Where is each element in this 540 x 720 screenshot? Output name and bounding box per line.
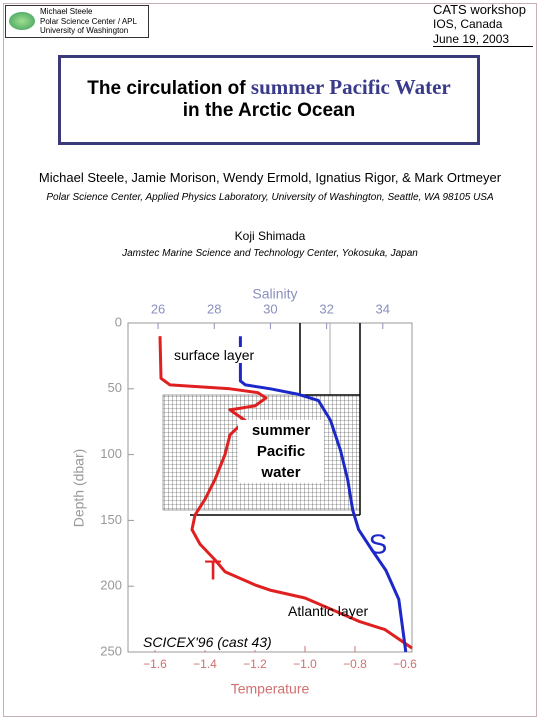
title-highlight: summer Pacific Water: [250, 75, 451, 99]
annotation: Atlantic layer: [288, 603, 369, 619]
logo-line: Michael Steele: [40, 7, 93, 16]
series-label: S: [369, 528, 388, 559]
event-line: CATS workshop: [433, 2, 526, 17]
title-line: The circulation of summer Pacific Water: [61, 76, 477, 100]
y-tick-label: 50: [108, 380, 122, 395]
event-line: June 19, 2003: [433, 32, 510, 46]
x2-tick-label: 32: [319, 301, 333, 316]
logo-line: Polar Science Center / APL: [40, 16, 137, 26]
logo-line: University of Washington: [40, 26, 129, 35]
x2-tick-label: 34: [376, 301, 390, 316]
y-tick-label: 200: [100, 578, 122, 593]
x-tick-label: −0.8: [343, 657, 367, 671]
affiliation: Jamstec Marine Science and Technology Ce…: [122, 248, 418, 259]
x2-tick-label: 30: [263, 301, 277, 316]
author: Koji Shimada: [234, 229, 306, 243]
profile-line: [238, 336, 408, 653]
x-tick-label: −1.0: [293, 657, 317, 671]
series-label: T: [204, 554, 221, 585]
title-text: The circulation of: [87, 78, 251, 99]
event-line: IOS, Canada: [433, 17, 503, 31]
y-tick-label: 0: [115, 314, 122, 329]
event-info: CATS workshop IOS, Canada June 19, 2003: [433, 2, 537, 47]
x-axis-title: Temperature: [231, 681, 310, 697]
profile-line: [158, 336, 413, 650]
logo-box: Michael Steele Polar Science Center / AP…: [5, 5, 149, 38]
annotation: SCICEX'96 (cast 43): [143, 634, 272, 650]
annotation: summer Pacific water: [238, 420, 324, 483]
x2-tick-label: 26: [151, 301, 165, 316]
x-tick-label: −0.6: [393, 657, 417, 671]
x-tick-label: −1.6: [143, 657, 167, 671]
x2-axis-title: Salinity: [252, 286, 297, 302]
title-line: in the Arctic Ocean: [182, 100, 356, 121]
y-tick-label: 250: [100, 643, 122, 658]
y-axis-title: Depth (dbar): [71, 449, 87, 528]
title-box: The circulation of summer Pacific Water …: [58, 55, 480, 145]
x2-tick-label: 28: [207, 301, 221, 316]
affiliation: Polar Science Center, Applied Physics La…: [46, 192, 494, 203]
x-tick-label: −1.4: [193, 657, 217, 671]
x-tick-label: −1.2: [243, 657, 267, 671]
slide-frame: [3, 3, 537, 717]
logo-text: Michael Steele Polar Science Center / AP…: [40, 7, 137, 36]
annotation: surface layer: [172, 347, 257, 363]
y-tick-label: 100: [100, 446, 122, 461]
authors: Michael Steele, Jamie Morison, Wendy Erm…: [38, 170, 502, 185]
y-tick-label: 150: [100, 512, 122, 527]
logo-icon: [9, 12, 35, 30]
